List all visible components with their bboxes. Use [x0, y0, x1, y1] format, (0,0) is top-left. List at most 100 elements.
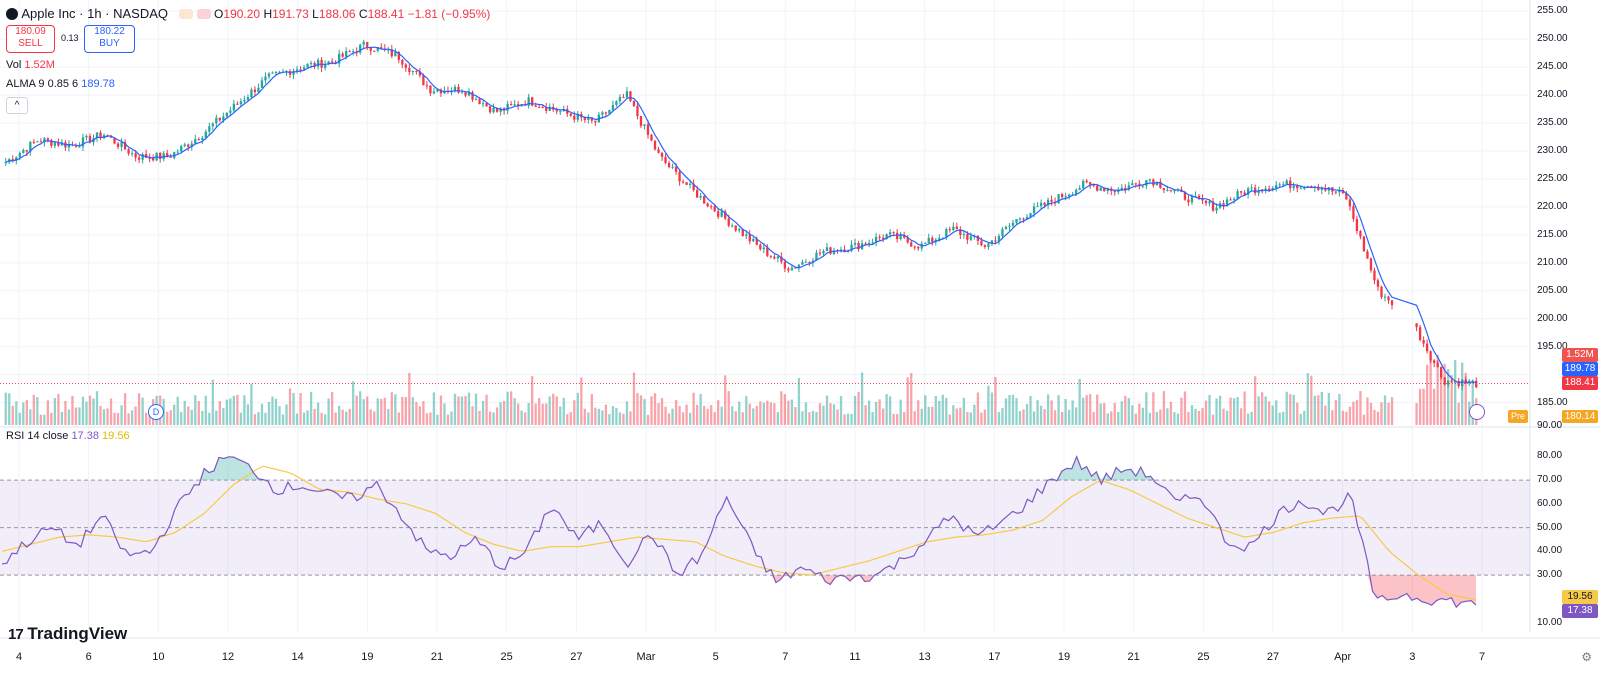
- volume-bar: [36, 397, 39, 425]
- volume-legend[interactable]: Vol 1.52M: [6, 59, 55, 71]
- candle: [1187, 199, 1190, 203]
- dividend-marker[interactable]: D: [148, 404, 164, 420]
- price-tick-label: 250.00: [1537, 33, 1568, 45]
- volume-bar: [671, 408, 674, 425]
- candle: [137, 157, 141, 160]
- volume-bar: [548, 396, 551, 425]
- volume-bar: [127, 413, 130, 425]
- volume-bar: [194, 395, 197, 425]
- candle: [1060, 194, 1064, 198]
- candle: [274, 72, 278, 74]
- candle: [534, 105, 537, 107]
- candle: [724, 211, 727, 219]
- candle: [962, 233, 966, 235]
- candle: [667, 162, 671, 168]
- candle: [1089, 182, 1092, 185]
- candle: [783, 261, 787, 269]
- alma-legend[interactable]: ALMA 9 0.85 6 189.78: [6, 78, 115, 90]
- volume-bar: [955, 408, 958, 425]
- volume-bar: [481, 400, 485, 425]
- candle: [1148, 179, 1152, 181]
- rsi-legend[interactable]: RSI 14 close 17.38 19.56: [6, 430, 130, 442]
- volume-bar: [874, 401, 878, 425]
- earnings-icon[interactable]: [1469, 404, 1485, 420]
- rsi-oversold-fill: [1471, 575, 1476, 606]
- volume-bar: [664, 406, 667, 425]
- volume-bar: [881, 408, 885, 425]
- candle: [509, 103, 513, 105]
- volume-bar: [113, 412, 116, 425]
- volume-bar: [1285, 391, 1288, 425]
- candle: [436, 89, 439, 92]
- collapse-legend-button[interactable]: ^: [6, 97, 28, 114]
- volume-bar: [969, 412, 973, 425]
- volume-bar: [222, 407, 225, 425]
- candle: [1387, 296, 1390, 301]
- candle: [1261, 190, 1264, 192]
- candle: [1222, 203, 1225, 207]
- buy-button[interactable]: 180.22 BUY: [84, 25, 135, 53]
- settings-gear-icon[interactable]: ⚙: [1581, 650, 1592, 664]
- candle: [478, 99, 481, 105]
- volume-bar: [1383, 395, 1387, 425]
- candle: [541, 107, 544, 109]
- candle: [1211, 201, 1215, 211]
- volume-bar: [176, 396, 179, 425]
- volume-bar: [1011, 394, 1015, 425]
- candle: [867, 242, 871, 245]
- volume-bar: [281, 414, 285, 425]
- volume-bar: [369, 409, 372, 425]
- symbol-title[interactable]: Apple Inc · 1h · NASDAQ: [21, 6, 169, 21]
- candle: [650, 134, 653, 141]
- volume-bar: [352, 381, 355, 425]
- candle: [1141, 185, 1144, 187]
- candle: [1275, 185, 1278, 188]
- volume-bar: [699, 393, 702, 425]
- candle: [766, 247, 769, 256]
- alma-line: [5, 46, 1477, 384]
- volume-bar: [180, 412, 183, 425]
- volume-bar: [485, 394, 488, 425]
- candle: [39, 141, 43, 143]
- volume-bar: [1275, 400, 1278, 425]
- candle: [966, 233, 969, 240]
- rsi-oversold-fill: [1441, 575, 1447, 600]
- candle: [548, 106, 551, 111]
- volume-bar: [1324, 405, 1327, 425]
- volume-bar: [759, 401, 762, 425]
- candle: [1208, 201, 1211, 204]
- rsi-oversold-fill: [1382, 575, 1388, 600]
- volume-bar: [218, 401, 221, 425]
- candle: [692, 183, 695, 191]
- tradingview-logo[interactable]: 17 TradingView: [8, 624, 127, 644]
- candle: [429, 85, 432, 94]
- candle: [197, 139, 200, 141]
- candle: [134, 153, 137, 158]
- alma-label: ALMA 9 0.85 6: [6, 78, 79, 90]
- volume-bar: [1348, 406, 1352, 425]
- candle: [794, 267, 797, 269]
- candle: [611, 104, 615, 110]
- volume-bar: [123, 393, 127, 425]
- candle: [636, 105, 639, 117]
- candle: [295, 69, 299, 71]
- change-value: −1.81 (−0.95%): [407, 7, 491, 21]
- volume-bar: [752, 408, 755, 425]
- candle: [481, 103, 485, 105]
- candle: [1373, 270, 1376, 281]
- rsi-overbought-fill: [218, 457, 224, 481]
- candle: [159, 152, 162, 159]
- rsi-overbought-fill: [1061, 468, 1067, 481]
- legend-header: Apple Inc · 1h · NASDAQ O190.20 H191.73 …: [6, 6, 490, 21]
- volume-bar: [1004, 398, 1008, 425]
- candle: [1296, 185, 1299, 189]
- candle: [832, 250, 836, 254]
- volume-bar: [917, 400, 920, 425]
- candle: [1215, 207, 1218, 211]
- volume-bar: [520, 410, 523, 425]
- volume-bar: [1176, 413, 1180, 425]
- sell-button[interactable]: 180.09 SELL: [6, 25, 55, 53]
- volume-bar: [278, 406, 281, 425]
- volume-bar: [1197, 410, 1201, 425]
